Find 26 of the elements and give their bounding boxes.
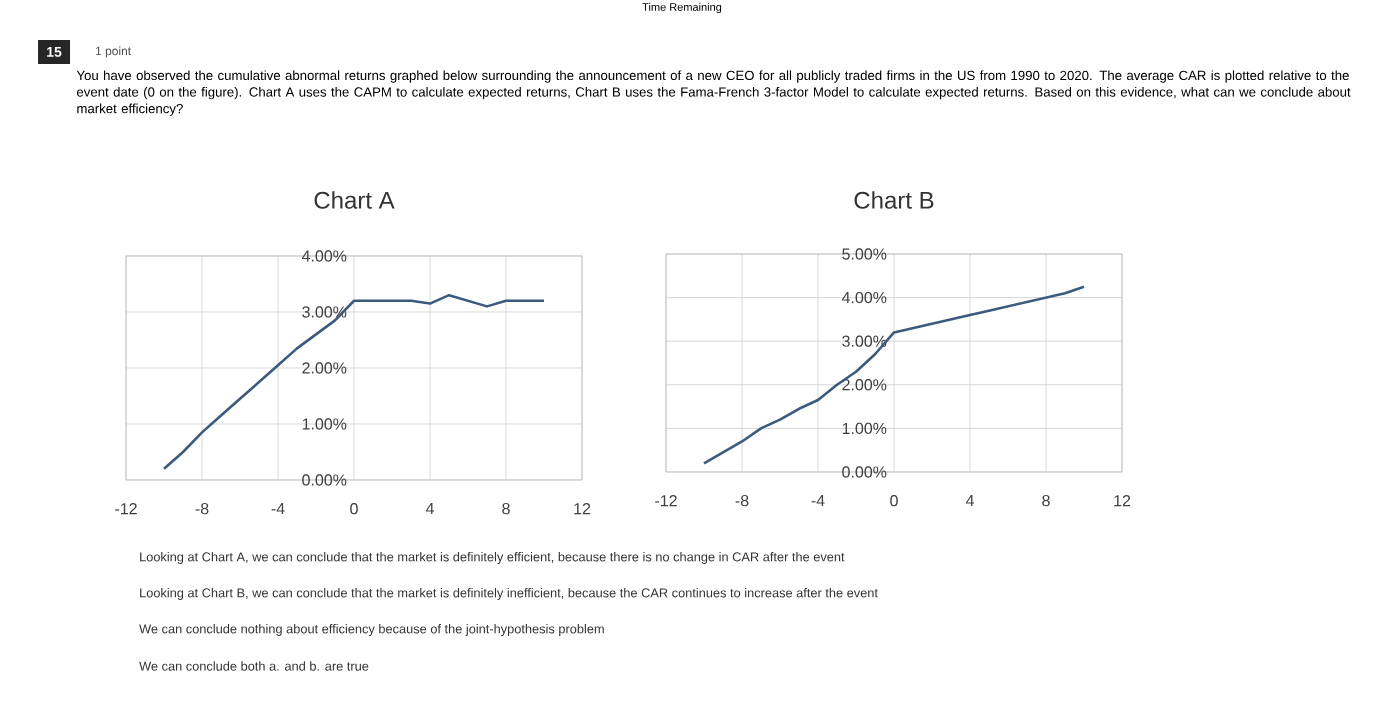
y-tick-label: 4.00% — [841, 291, 887, 304]
x-tick-label: 8 — [502, 503, 510, 515]
y-tick-label: 3.00% — [842, 335, 887, 347]
chart-title: Chart A — [314, 191, 395, 209]
y-tick-label: 4.00% — [301, 250, 347, 262]
chart-title: Chart B — [854, 191, 934, 209]
x-tick-label: 4 — [425, 503, 435, 515]
x-tick-label: 0 — [350, 503, 358, 515]
x-tick-label: -8 — [195, 503, 209, 515]
x-tick-label: -4 — [271, 503, 285, 515]
x-tick-label: -12 — [115, 503, 137, 515]
y-tick-label: 2.00% — [302, 362, 347, 374]
x-tick-label: -12 — [655, 495, 677, 507]
x-tick-label: -8 — [735, 495, 749, 507]
y-tick-label: 1.00% — [842, 422, 887, 435]
x-tick-label: 12 — [1114, 495, 1131, 507]
x-tick-label: 0 — [890, 495, 898, 507]
y-tick-label: 2.00% — [842, 379, 887, 391]
x-tick-label: 4 — [965, 495, 974, 507]
x-tick-label: -4 — [811, 495, 825, 507]
x-tick-label: 8 — [1042, 495, 1050, 507]
y-tick-label: 1.00% — [302, 418, 347, 430]
x-tick-label: 12 — [574, 503, 591, 515]
y-tick-label: 0.00% — [842, 466, 887, 478]
y-tick-label: 5.00% — [842, 248, 887, 260]
y-tick-label: 0.00% — [302, 474, 347, 486]
